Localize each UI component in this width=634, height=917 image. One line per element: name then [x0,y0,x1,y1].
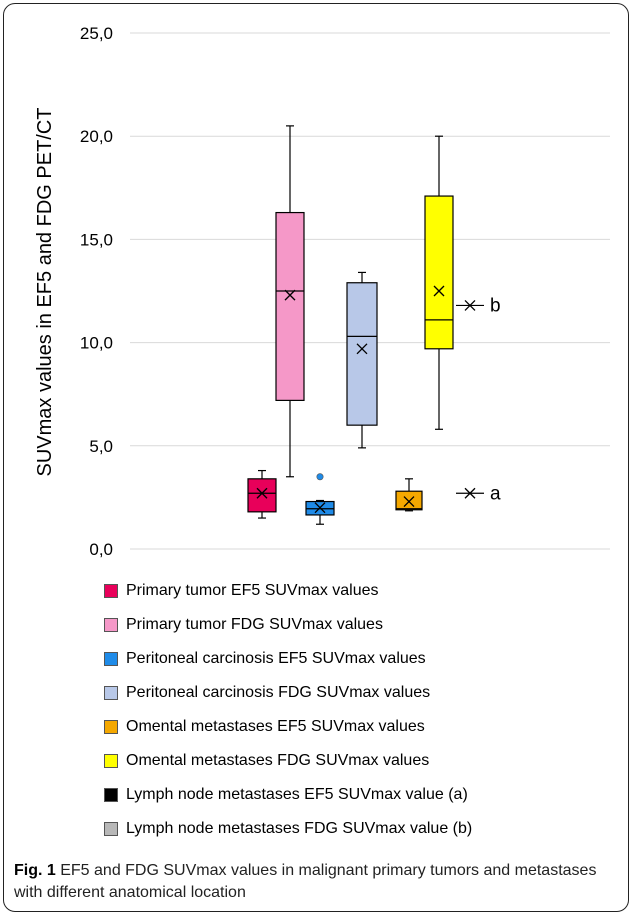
outlier-point [316,473,324,481]
legend-swatch [104,686,118,700]
box-mean-marker [256,487,268,499]
box-mean-marker [284,289,296,301]
caption-text: EF5 and FDG SUVmax values in malignant p… [14,862,597,901]
y-axis-title: SUVmax values in EF5 and FDG PET/CT [34,107,56,476]
point-marker [464,487,476,499]
legend-label: Lymph node metastases FDG SUVmax value (… [126,820,473,837]
legend-label: Peritoneal carcinosis FDG SUVmax values [126,684,431,701]
y-tick-label: 5,0 [89,437,113,456]
box-mean-marker [314,502,326,514]
y-tick-label: 0,0 [89,540,113,559]
legend-swatch [104,788,118,802]
box-mean-marker [403,496,415,507]
box-body [346,282,378,426]
y-tick-label: 15,0 [80,230,113,249]
legend-swatch [104,618,118,632]
point-marker [464,299,476,311]
legend-label: Peritoneal carcinosis EF5 SUVmax values [126,650,426,667]
y-tick-label: 20,0 [80,127,113,146]
box-mean-marker [433,285,445,297]
figure-frame [3,3,629,912]
legend-swatch [104,822,118,836]
legend-swatch [104,720,118,734]
legend-swatch [104,584,118,598]
box-plot-chart: 0,0 5,0 10,0 15,0 20,0 25,0 SUVmax values in E… [34,24,610,559]
box-mean-marker [356,343,368,355]
legend-label: Primary tumor EF5 SUVmax values [126,582,379,599]
legend-label: Omental metastases EF5 SUVmax values [126,718,425,735]
figure-label: Fig. 1 [14,862,56,879]
y-tick-label: 25,0 [80,24,113,43]
box-body [275,211,305,401]
legend-label: Omental metastases FDG SUVmax values [126,752,430,769]
box-body [247,478,277,513]
point-annotation: a [490,483,501,504]
legend-label: Lymph node metastases EF5 SUVmax value (… [126,786,468,803]
legend-swatch [104,754,118,768]
point-annotation: b [490,295,501,316]
y-tick-label: 10,0 [80,334,113,353]
legend-label: Primary tumor FDG SUVmax values [126,616,383,633]
legend-swatch [104,652,118,666]
box-body [395,490,423,511]
figure-caption: Fig. 1 EF5 and FDG SUVmax values in mali… [14,860,614,904]
box-body [424,195,454,350]
